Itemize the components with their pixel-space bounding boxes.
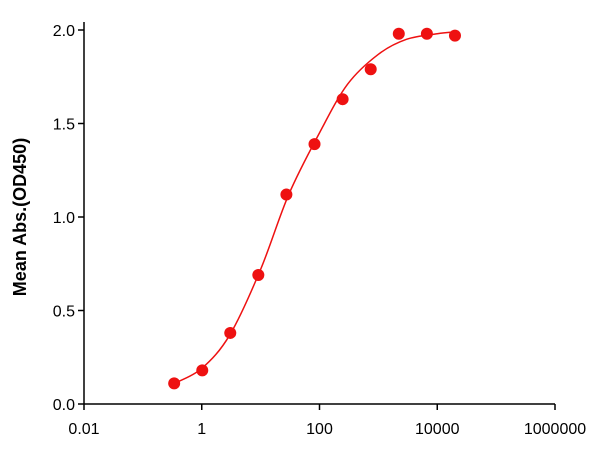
fit-curve bbox=[173, 31, 456, 385]
point bbox=[420, 27, 433, 40]
x-tick-label: 10000 bbox=[415, 421, 460, 438]
point bbox=[308, 138, 321, 151]
point bbox=[336, 93, 349, 106]
point bbox=[224, 326, 237, 339]
x-tick-label: 1000000 bbox=[524, 421, 586, 438]
y-axis-label: Mean Abs.(OD450) bbox=[10, 138, 30, 296]
x-tick-label: 0.01 bbox=[68, 421, 99, 438]
point bbox=[364, 63, 377, 76]
point bbox=[252, 268, 265, 281]
point bbox=[392, 27, 405, 40]
x-tick-label: 100 bbox=[306, 421, 333, 438]
point bbox=[448, 29, 461, 42]
y-tick-label: 1.5 bbox=[53, 117, 75, 134]
point bbox=[196, 364, 209, 377]
x-tick-label: 1 bbox=[197, 421, 206, 438]
y-tick-label: 1.0 bbox=[53, 210, 75, 227]
y-tick-label: 0.5 bbox=[53, 304, 75, 321]
point bbox=[168, 377, 181, 390]
y-tick-label: 2.0 bbox=[53, 23, 75, 40]
y-tick-label: 0.0 bbox=[53, 397, 75, 414]
point bbox=[280, 188, 293, 201]
